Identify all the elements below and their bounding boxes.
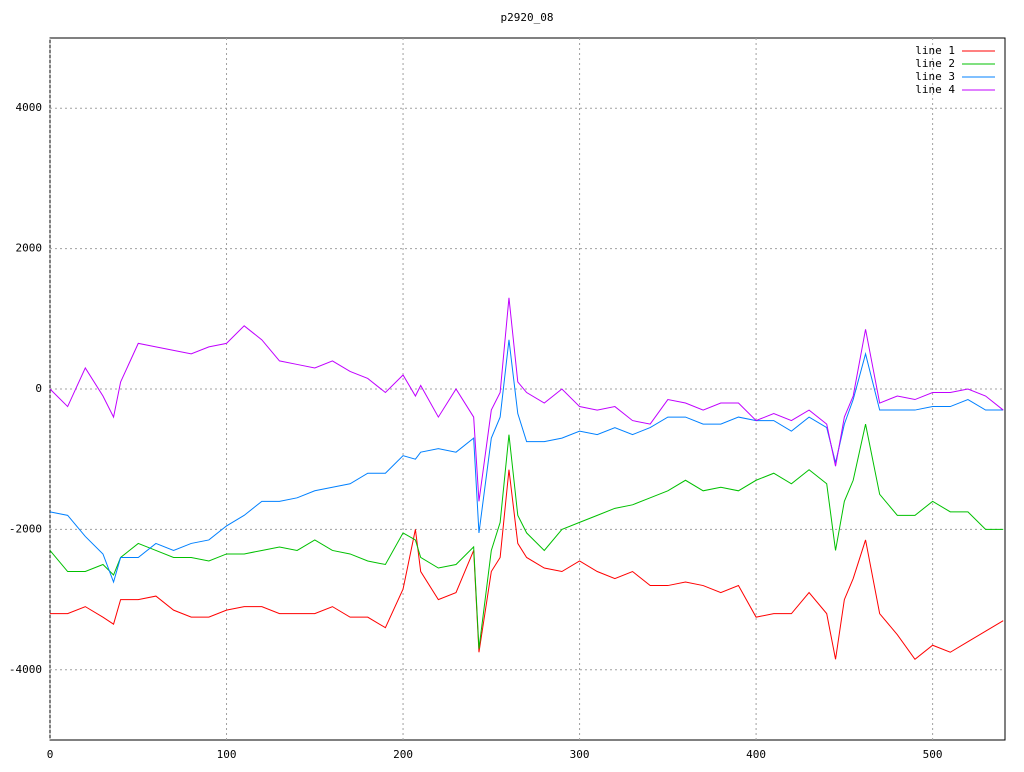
x-tick-label: 300 [570,748,590,761]
x-tick-label: 200 [393,748,413,761]
y-tick-label: -4000 [9,663,42,676]
y-tick-label: 0 [35,382,42,395]
x-tick-label: 100 [217,748,237,761]
series-line [49,297,1004,502]
chart-title: p2920_08 [501,11,554,24]
series-line [49,423,1004,649]
legend-label: line 2 [915,57,955,70]
legend-label: line 1 [915,44,955,57]
x-tick-label: 500 [923,748,943,761]
x-tick-label: 0 [47,748,54,761]
series-line [50,469,1004,660]
y-tick-label: 4000 [16,101,43,114]
legend-label: line 3 [915,70,955,83]
series-line [49,339,1004,584]
legend-label: line 4 [915,83,955,96]
y-tick-label: 2000 [16,242,43,255]
y-tick-label: -2000 [9,522,42,535]
x-tick-label: 400 [746,748,766,761]
